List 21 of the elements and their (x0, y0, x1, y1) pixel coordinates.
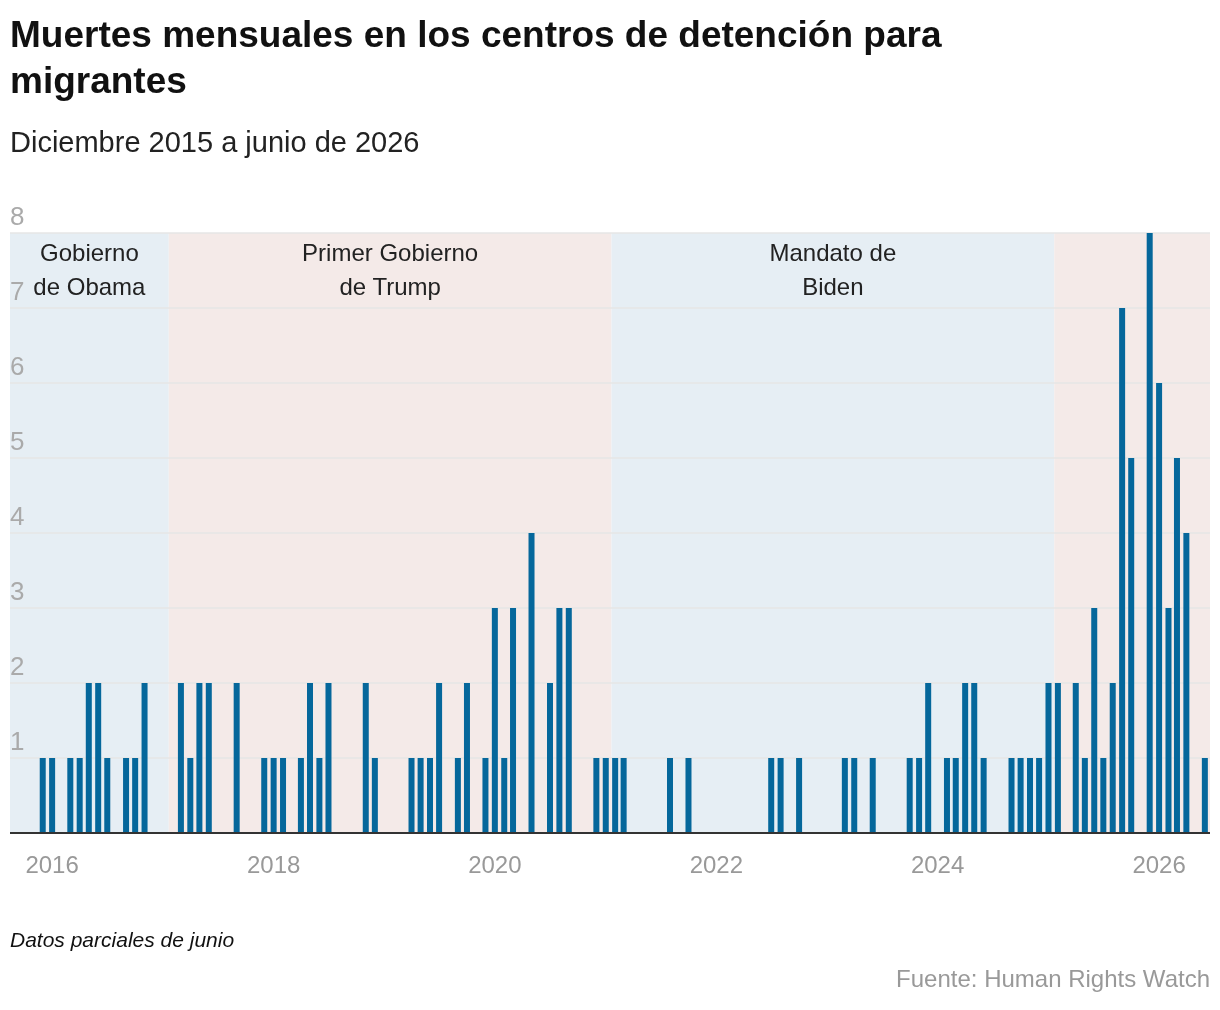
band-label: Primer Gobierno de Trump (302, 239, 479, 300)
band-label: Mandato de Biden (769, 239, 897, 300)
x-tick-label: 2018 (246, 851, 301, 878)
band-label: Gobierno de Obama (33, 239, 147, 300)
chart-subtitle: Diciembre 2015 a junio de 2026 (10, 126, 420, 159)
source-note: Fuente: Human Rights Watch (896, 965, 1210, 993)
text: Datos parciales de junio (10, 928, 235, 952)
x-tick-label: 2020 (468, 851, 522, 878)
y-tick-label: 2 (10, 651, 25, 681)
y-tick-label: 1 (10, 726, 25, 756)
y-tick-label: 6 (10, 351, 25, 381)
y-tick-label: 5 (10, 426, 25, 456)
x-tick-label: 2024 (910, 851, 965, 878)
x-tick-label: 2026 (1132, 851, 1186, 878)
y-tick-label: 8 (10, 201, 25, 231)
y-tick-label: 4 (10, 501, 25, 531)
y-tick-label: 3 (10, 576, 25, 606)
x-tick-label: 2016 (25, 851, 79, 878)
y-tick-label: 7 (10, 276, 25, 306)
chart-title: Muertes mensuales en los centros de detención para migrantes (10, 13, 943, 103)
x-tick-label: 2022 (689, 851, 744, 878)
